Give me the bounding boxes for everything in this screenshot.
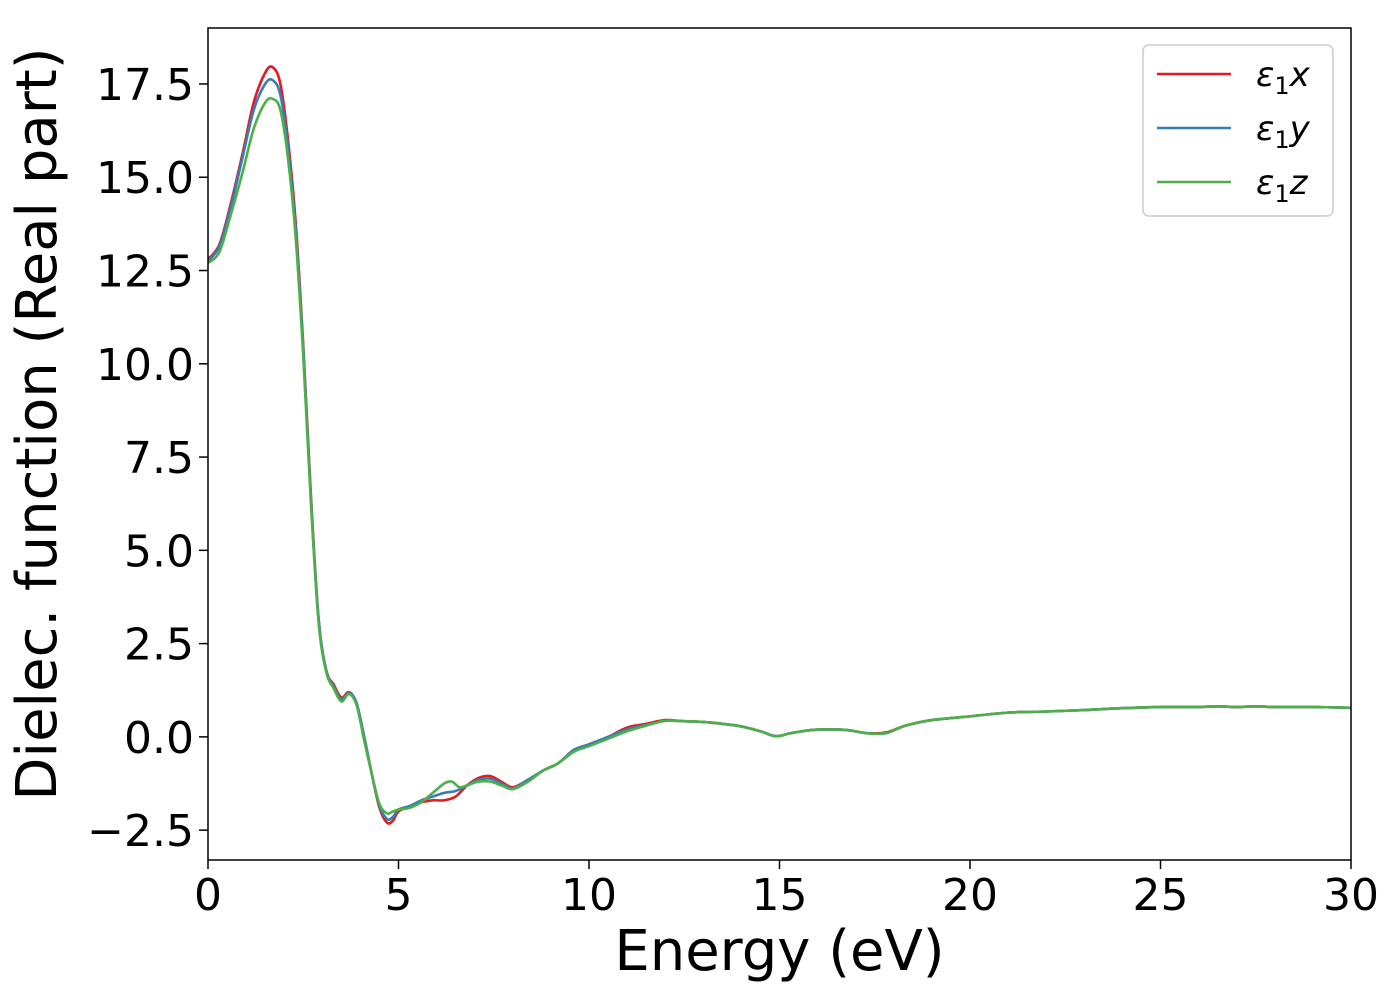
x-tick-label: 10 xyxy=(561,870,617,921)
y-tick-label: 7.5 xyxy=(124,433,194,484)
legend-box xyxy=(1142,44,1334,217)
x-tick-label: 0 xyxy=(194,870,222,921)
y-axis-label: Dielec. function (Real part) xyxy=(5,47,70,800)
x-tick-label: 25 xyxy=(1133,870,1189,921)
x-tick-label: 5 xyxy=(385,870,413,921)
legend: ε1x ε1y ε1z xyxy=(1142,44,1334,217)
y-tick-label: −2.5 xyxy=(87,806,194,857)
legend-label-y: ε1y xyxy=(1256,109,1311,154)
y-tick-label: 2.5 xyxy=(124,620,194,671)
x-axis: 0 5 10 15 20 25 30 xyxy=(194,860,1379,921)
legend-label-x: ε1x xyxy=(1256,55,1311,100)
x-tick-label: 20 xyxy=(942,870,998,921)
legend-label-z: ε1z xyxy=(1256,163,1309,208)
series-lines xyxy=(208,65,1351,825)
y-tick-label: 0.0 xyxy=(124,713,194,764)
x-tick-label: 30 xyxy=(1323,870,1379,921)
y-tick-label: 5.0 xyxy=(124,526,194,577)
x-tick-label: 15 xyxy=(752,870,808,921)
y-tick-label: 12.5 xyxy=(96,247,194,298)
y-axis: −2.5 0.0 2.5 5.0 7.5 10.0 12.5 15.0 17.5 xyxy=(87,60,208,857)
series-line-z xyxy=(208,96,1351,815)
y-tick-label: 10.0 xyxy=(96,340,194,391)
y-tick-label: 17.5 xyxy=(96,60,194,111)
y-tick-label: 15.0 xyxy=(96,153,194,204)
x-axis-label: Energy (eV) xyxy=(614,919,944,984)
